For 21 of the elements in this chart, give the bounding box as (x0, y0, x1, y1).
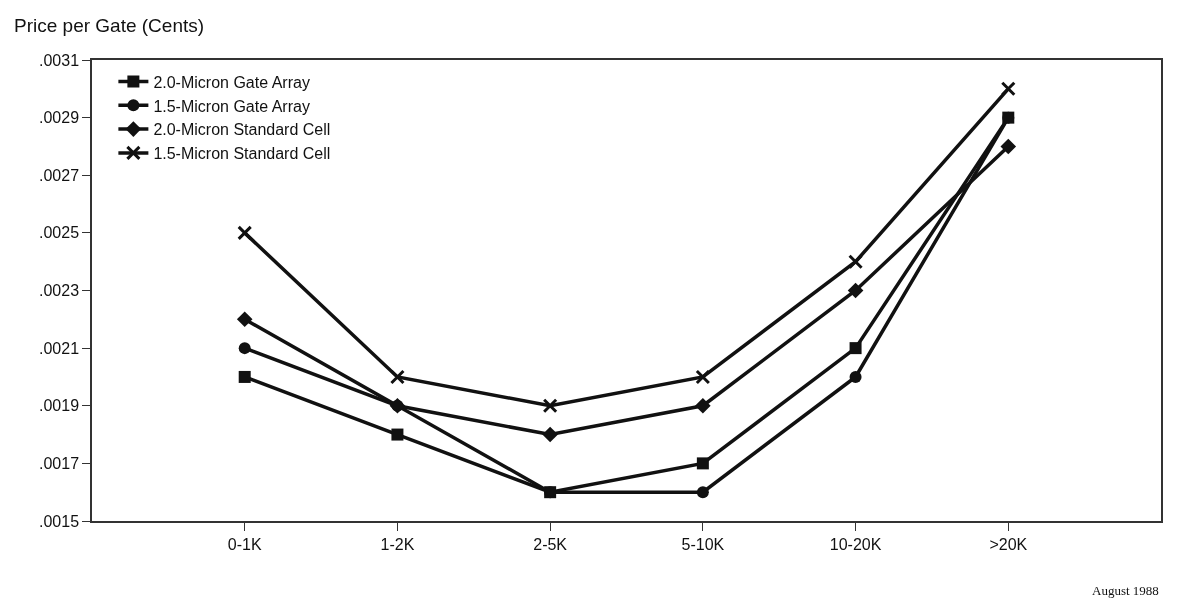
x-tick-label: 5-10K (681, 535, 725, 553)
y-tick-label: .0019 (39, 397, 80, 415)
legend-label: 2.0-Micron Standard Cell (153, 121, 331, 139)
x-tick-label: 1-2K (380, 535, 415, 553)
legend-label: 2.0-Micron Gate Array (153, 73, 310, 91)
y-tick-label: .0023 (39, 282, 80, 300)
y-tick-label: .0021 (39, 339, 80, 357)
x-tick-label: 0-1K (227, 535, 262, 553)
x-tick-label: >20K (989, 535, 1028, 553)
x-tick-label: 10-20K (829, 535, 882, 553)
x-tick-label: 2-5K (533, 535, 568, 553)
y-tick-label: .0017 (39, 454, 80, 472)
y-tick-label: .0015 (39, 512, 80, 530)
text: August 1988 (1092, 583, 1159, 598)
y-tick-label: .0027 (39, 166, 80, 184)
y-tick-label: .0025 (39, 224, 80, 242)
legend-label: 1.5-Micron Standard Cell (153, 145, 331, 163)
y-axis-title: Price per Gate (Cents) (14, 15, 205, 36)
legend-label: 1.5-Micron Gate Array (153, 97, 310, 115)
y-tick-label: .0029 (39, 109, 80, 127)
y-tick-label: .0031 (39, 51, 80, 69)
